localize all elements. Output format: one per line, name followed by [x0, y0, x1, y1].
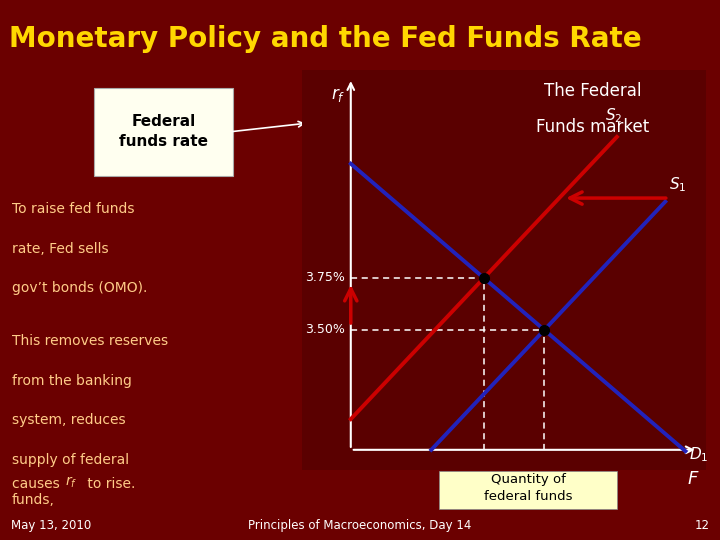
Text: to rise.: to rise. — [84, 477, 135, 491]
Text: $S_1$: $S_1$ — [670, 175, 687, 194]
Text: This removes reserves: This removes reserves — [12, 334, 168, 348]
Text: Monetary Policy and the Fed Funds Rate: Monetary Policy and the Fed Funds Rate — [9, 25, 642, 52]
Text: May 13, 2010: May 13, 2010 — [11, 518, 91, 532]
Text: system, reduces: system, reduces — [12, 414, 126, 428]
Text: Funds market: Funds market — [536, 118, 649, 136]
Text: from the banking: from the banking — [12, 374, 132, 388]
Text: $D_1$: $D_1$ — [690, 446, 709, 464]
Text: causes: causes — [12, 477, 64, 491]
Text: To raise fed funds: To raise fed funds — [12, 202, 135, 216]
Text: 12: 12 — [694, 518, 709, 532]
Text: $F_1$: $F_1$ — [536, 472, 552, 488]
FancyBboxPatch shape — [439, 471, 617, 509]
Text: $r_f$: $r_f$ — [65, 475, 77, 490]
Text: $S_2$: $S_2$ — [605, 106, 622, 125]
Text: gov’t bonds (OMO).: gov’t bonds (OMO). — [12, 281, 148, 295]
Text: funds,: funds, — [12, 492, 55, 507]
Text: $r_f$: $r_f$ — [331, 86, 346, 104]
Text: $F_2$: $F_2$ — [476, 472, 492, 488]
Text: Quantity of
federal funds: Quantity of federal funds — [484, 473, 572, 503]
Text: rate, Fed sells: rate, Fed sells — [12, 242, 109, 256]
Text: $\mathit{F}$: $\mathit{F}$ — [687, 470, 700, 488]
Text: supply of federal: supply of federal — [12, 453, 129, 467]
Text: Principles of Macroeconomics, Day 14: Principles of Macroeconomics, Day 14 — [248, 518, 472, 532]
Text: 3.50%: 3.50% — [305, 323, 345, 336]
FancyBboxPatch shape — [94, 88, 233, 176]
Text: 3.75%: 3.75% — [305, 272, 345, 285]
Text: The Federal: The Federal — [544, 82, 642, 100]
Text: Federal
funds rate: Federal funds rate — [119, 114, 208, 149]
